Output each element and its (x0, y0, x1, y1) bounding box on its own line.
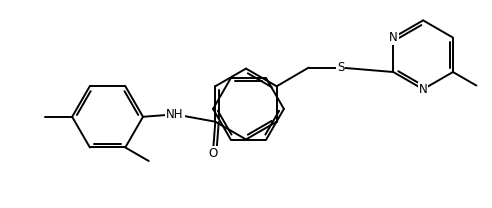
Text: N: N (419, 83, 428, 96)
Text: NH: NH (166, 108, 184, 121)
Text: O: O (208, 147, 217, 160)
Text: N: N (389, 31, 398, 44)
Text: S: S (337, 61, 344, 74)
